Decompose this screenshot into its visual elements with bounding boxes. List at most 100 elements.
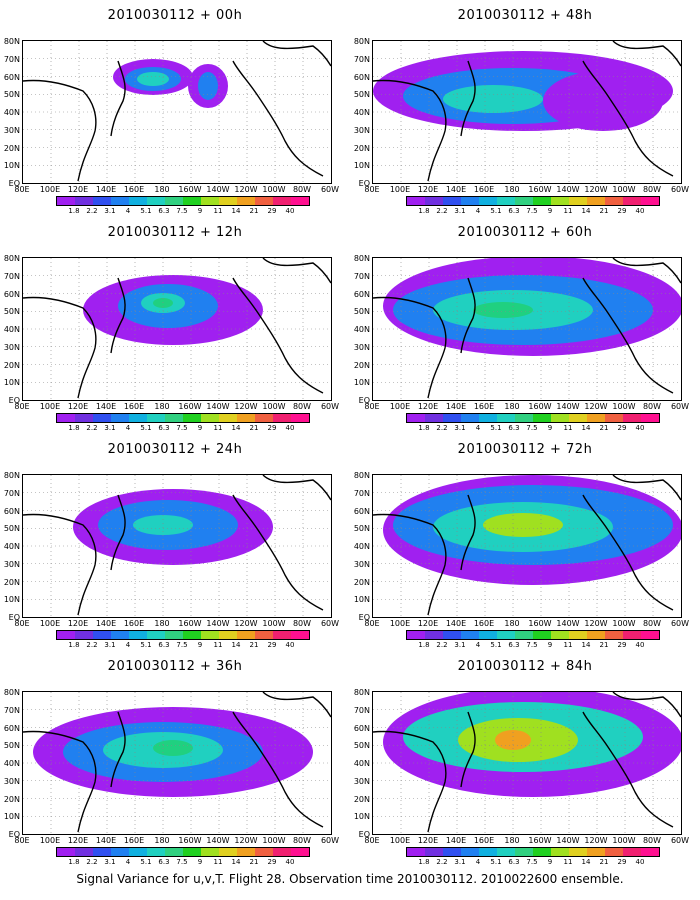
latitude-tick-label: EQ <box>8 179 20 188</box>
coastline <box>110 277 126 354</box>
latitude-tick-label: 80N <box>353 254 370 263</box>
longitude-tick-label: 140W <box>206 836 230 845</box>
colorbar-swatch <box>93 631 111 639</box>
latitude-tick-label: 10N <box>353 812 370 822</box>
longitude-tick-label: 80E <box>364 619 380 628</box>
variance-contour <box>133 515 193 535</box>
colorbar-label: 7.5 <box>176 424 188 432</box>
coastline <box>232 711 324 828</box>
colorbar-label: 1.8 <box>418 207 430 215</box>
colorbar-swatch <box>93 414 111 422</box>
latitude-tick-label: 60N <box>353 289 370 299</box>
longitude-tick-label: 160W <box>178 836 202 845</box>
colorbar-swatch <box>443 197 461 205</box>
variance-field <box>23 258 331 400</box>
map-plot <box>372 691 682 835</box>
colorbar-label: 9 <box>197 858 203 866</box>
colorbar-swatch <box>605 197 623 205</box>
latitude-tick-label: 60N <box>353 72 370 82</box>
longitude-tick-label: 120E <box>417 836 439 845</box>
coastline <box>373 79 447 182</box>
longitude-tick-label: 140E <box>95 836 117 845</box>
coastline <box>582 60 674 177</box>
latitude-tick-label: 60N <box>3 723 20 733</box>
latitude-tick-label: 80N <box>3 471 20 480</box>
colorbar-swatch <box>569 414 587 422</box>
colorbar-swatch <box>57 414 75 422</box>
colorbar-label: 14 <box>231 641 241 649</box>
longitude-tick-label: 140E <box>95 185 117 194</box>
longitude-tick-label: 140E <box>445 402 467 411</box>
colorbar-swatch <box>425 197 443 205</box>
colorbar-swatch <box>425 848 443 856</box>
coastline <box>23 79 97 182</box>
colorbar-label: 40 <box>635 858 645 866</box>
longitude-tick-label: 100E <box>389 619 411 628</box>
colorbar-label: 4 <box>125 207 131 215</box>
latitude-tick-label: 80N <box>3 688 20 697</box>
latitude-tick-label: 30N <box>3 342 20 352</box>
latitude-tick-label: 80N <box>353 471 370 480</box>
colorbar-label: 40 <box>635 641 645 649</box>
coastline <box>612 258 681 284</box>
longitude-tick-label: 180 <box>504 836 520 845</box>
latitude-tick-label: 20N <box>3 360 20 370</box>
colorbar-label: 11 <box>213 641 223 649</box>
colorbar-label: 4 <box>125 641 131 649</box>
longitude-tick-label: 80W <box>642 619 662 628</box>
colorbar-swatch <box>497 414 515 422</box>
colorbar-label: 5.1 <box>140 207 152 215</box>
colorbar-swatch <box>219 848 237 856</box>
latitude-tick-label: EQ <box>8 396 20 405</box>
colorbar-label: 2.2 <box>86 207 98 215</box>
longitude-tick-label: 120W <box>584 185 608 194</box>
colorbar-swatch <box>587 197 605 205</box>
colorbar-label: 40 <box>635 424 645 432</box>
colorbar-swatch <box>147 197 165 205</box>
longitude-tick-label: 120E <box>67 402 89 411</box>
colorbar-label: 11 <box>563 207 573 215</box>
longitude-tick-label: 160W <box>528 185 552 194</box>
colorbar-label: 7.5 <box>526 641 538 649</box>
colorbar-swatch <box>75 414 93 422</box>
longitude-tick-label: 100W <box>612 402 636 411</box>
colorbar-label: 40 <box>635 207 645 215</box>
colorbar-swatch <box>75 848 93 856</box>
colorbar-swatch <box>551 197 569 205</box>
colorbar-label: 1.8 <box>68 424 80 432</box>
map-plot <box>22 474 332 618</box>
colorbar-swatch <box>443 414 461 422</box>
colorbar-label: 40 <box>285 207 295 215</box>
longitude-tick-label: 80W <box>292 619 312 628</box>
colorbar-label: 14 <box>581 207 591 215</box>
longitude-tick-label: 120W <box>584 402 608 411</box>
latitude-tick-label: 30N <box>3 776 20 786</box>
colorbar-swatch <box>479 197 497 205</box>
colorbar-label: 6.3 <box>158 641 170 649</box>
latitude-tick-label: 10N <box>3 378 20 388</box>
longitude-tick-label: 180 <box>504 619 520 628</box>
colorbar-swatch <box>479 848 497 856</box>
longitude-tick-label: 160E <box>473 619 495 628</box>
longitude-tick-label: 100E <box>389 836 411 845</box>
longitude-tick-label: 140E <box>445 836 467 845</box>
colorbar-label: 2.2 <box>86 641 98 649</box>
colorbar <box>56 630 310 640</box>
colorbar-label: 2.2 <box>86 858 98 866</box>
colorbar-label: 1.8 <box>418 858 430 866</box>
longitude-tick-label: 160E <box>473 836 495 845</box>
latitude-tick-label: 20N <box>353 794 370 804</box>
colorbar <box>56 847 310 857</box>
colorbar-swatch <box>201 414 219 422</box>
coastline <box>373 730 447 833</box>
colorbar-swatch <box>237 197 255 205</box>
longitude-tick-label: 160E <box>123 619 145 628</box>
colorbar-label: 3.1 <box>454 858 466 866</box>
panel-title: 2010030112 + 24h <box>107 442 243 457</box>
latitude-tick-label: 80N <box>3 37 20 46</box>
longitude-tick-label: 180 <box>154 185 170 194</box>
colorbar-label: 7.5 <box>176 207 188 215</box>
colorbar-swatch <box>291 197 309 205</box>
colorbar-swatch <box>57 848 75 856</box>
colorbar-swatch <box>201 631 219 639</box>
